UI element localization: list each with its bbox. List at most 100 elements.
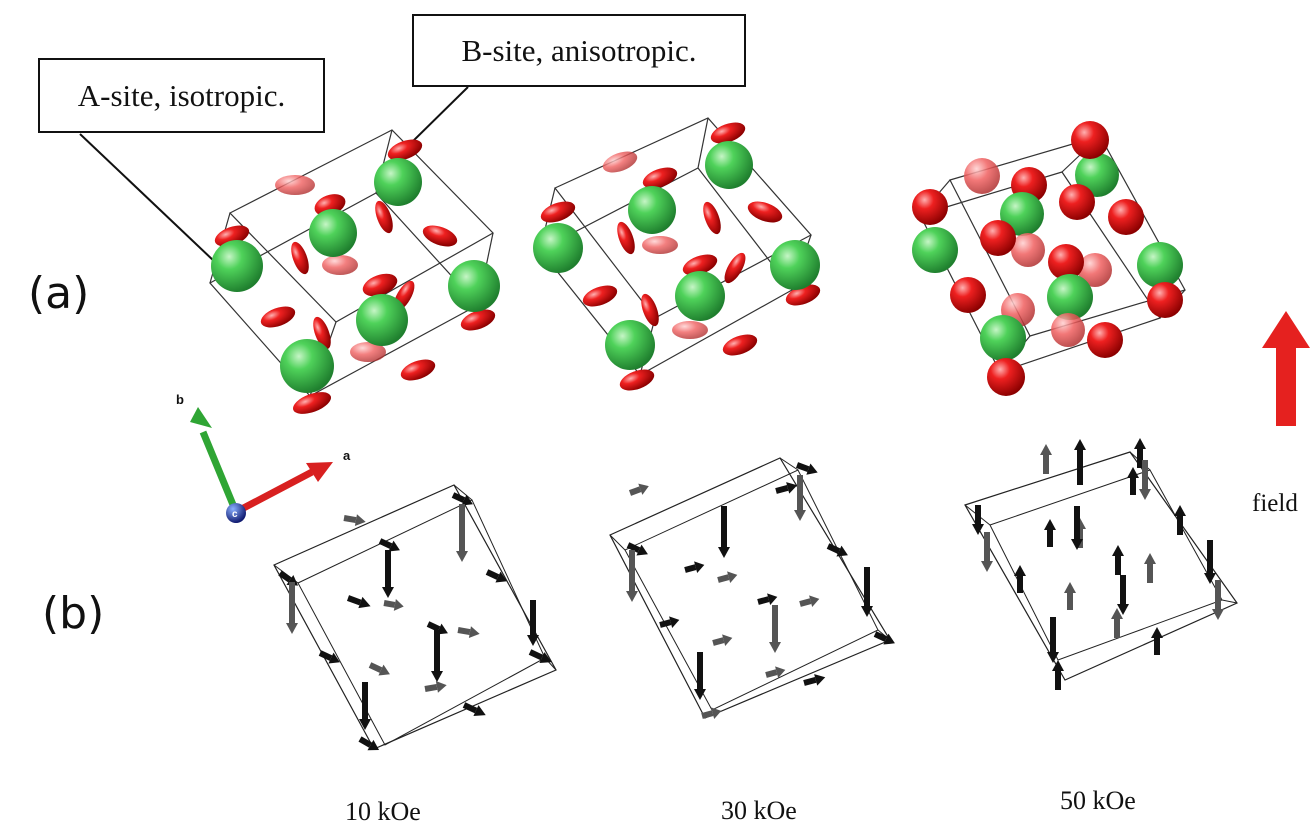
spin-arrow-head bbox=[669, 616, 680, 628]
spin-arrow bbox=[718, 506, 730, 558]
spin-arrow bbox=[346, 595, 371, 609]
a-site-atom bbox=[912, 227, 958, 273]
spin-arrow-head bbox=[354, 514, 366, 527]
spin-arrow bbox=[383, 599, 404, 611]
b-site-atom bbox=[1051, 313, 1085, 347]
b-site-atom bbox=[1087, 322, 1123, 358]
spin-arrow-head bbox=[1174, 505, 1186, 516]
field-value-50: 50 kOe bbox=[1060, 786, 1136, 815]
b-axis-arrowhead bbox=[190, 407, 212, 428]
spin-arrow-head bbox=[1064, 582, 1076, 593]
spin-arrow-shaft bbox=[278, 570, 292, 583]
atoms-a-50koe bbox=[912, 121, 1183, 396]
b-site-atom bbox=[540, 201, 576, 223]
spin-arrow bbox=[712, 634, 733, 646]
b-site-atom bbox=[642, 167, 678, 189]
spin-arrow bbox=[1151, 627, 1163, 655]
a-site-atom bbox=[280, 339, 334, 393]
b-site-atom bbox=[1048, 244, 1084, 280]
spin-arrow-head bbox=[1134, 438, 1146, 449]
b-site-atom bbox=[641, 293, 659, 327]
spin-arrow bbox=[1204, 540, 1216, 584]
spin-arrow-head bbox=[461, 494, 473, 506]
spin-arrow-head bbox=[814, 674, 826, 686]
b-site-atom bbox=[375, 200, 393, 234]
spin-arrow bbox=[359, 682, 371, 730]
spin-arrow-shaft bbox=[684, 564, 697, 573]
a-site-atom bbox=[605, 320, 655, 370]
spin-arrow-shaft bbox=[873, 631, 888, 642]
b-site-atom bbox=[617, 221, 635, 255]
spin-arrow-head bbox=[1074, 439, 1086, 450]
spin-arrow-head bbox=[367, 739, 380, 751]
spin-arrow-head bbox=[1127, 467, 1139, 478]
spin-arrow bbox=[462, 702, 486, 717]
spin-arrow bbox=[1174, 505, 1186, 535]
spin-arrow-head bbox=[836, 545, 848, 557]
a-site-atom bbox=[309, 209, 357, 257]
spin-arrow-head bbox=[495, 571, 507, 583]
crystal-axes: c bbox=[190, 407, 333, 523]
spin-arrow-head bbox=[711, 707, 722, 719]
b-site-atom bbox=[1147, 282, 1183, 318]
spin-arrow-shaft bbox=[424, 683, 438, 692]
spin-arrow-head bbox=[809, 595, 820, 607]
b-site-atom bbox=[1108, 199, 1144, 235]
b-site-atom bbox=[1011, 233, 1045, 267]
spin-arrow-shaft bbox=[712, 637, 725, 646]
spin-arrow-shaft bbox=[426, 621, 441, 632]
spin-arrow-shaft bbox=[775, 484, 789, 494]
spin-arrow-head bbox=[767, 593, 778, 605]
spin-arrow-head bbox=[769, 642, 781, 653]
spin-arrow-head bbox=[636, 544, 648, 556]
b-axis-arrow bbox=[199, 430, 240, 514]
b-site-atom bbox=[642, 236, 678, 254]
b-site-atom bbox=[260, 306, 296, 328]
b-site-atom bbox=[1071, 121, 1109, 159]
spin-arrow-shaft bbox=[701, 710, 714, 719]
spin-arrow bbox=[1212, 580, 1224, 620]
spin-arrow-shaft bbox=[659, 619, 672, 628]
spin-arrow-shaft bbox=[457, 627, 471, 636]
spin-arrow-head bbox=[981, 561, 993, 572]
spin-arrow-head bbox=[1139, 489, 1151, 500]
spin-arrow bbox=[1074, 439, 1086, 485]
spin-arrow-head bbox=[378, 664, 390, 676]
spin-arrow-shaft bbox=[826, 543, 841, 554]
spin-arrow bbox=[684, 561, 705, 573]
a-site-atom bbox=[1000, 192, 1044, 236]
spin-arrow-shaft bbox=[799, 598, 812, 607]
spin-arrow bbox=[318, 650, 340, 664]
spin-arrow-shaft bbox=[318, 650, 333, 661]
spin-arrow bbox=[382, 550, 394, 598]
field-value-30: 30 kOe bbox=[721, 796, 797, 825]
field-value-10: 10 kOe bbox=[345, 797, 421, 826]
spin-arrow-head bbox=[775, 666, 786, 678]
spin-arrow bbox=[981, 532, 993, 572]
b-site-callout: B-site, anisotropic. bbox=[412, 14, 746, 87]
a-site-atom bbox=[1047, 274, 1093, 320]
b-site-atom bbox=[747, 201, 783, 223]
field-arrow-head bbox=[1262, 311, 1310, 348]
atoms-a-30koe bbox=[533, 122, 821, 391]
spin-arrow-shaft bbox=[358, 736, 372, 748]
spin-arrow-head bbox=[473, 705, 486, 717]
a-site-atom bbox=[705, 141, 753, 189]
b-site-atom bbox=[460, 309, 496, 331]
a-site-atom bbox=[1075, 153, 1119, 197]
spin-arrow bbox=[861, 567, 873, 617]
cube-edge bbox=[779, 457, 799, 471]
b-site-atom bbox=[912, 189, 948, 225]
spin-arrow bbox=[358, 736, 380, 751]
spin-arrow-head bbox=[1151, 627, 1163, 638]
spin-arrow-shaft bbox=[343, 515, 357, 524]
spin-arrow-shaft bbox=[765, 669, 778, 678]
spin-arrow-head bbox=[358, 596, 371, 609]
b-site-atom bbox=[724, 252, 746, 284]
cube-edge bbox=[697, 117, 709, 169]
spin-arrow-head bbox=[435, 680, 447, 693]
spin-arrow-head bbox=[286, 623, 298, 634]
spin-arrow bbox=[457, 626, 480, 639]
spin-arrow bbox=[451, 492, 473, 506]
